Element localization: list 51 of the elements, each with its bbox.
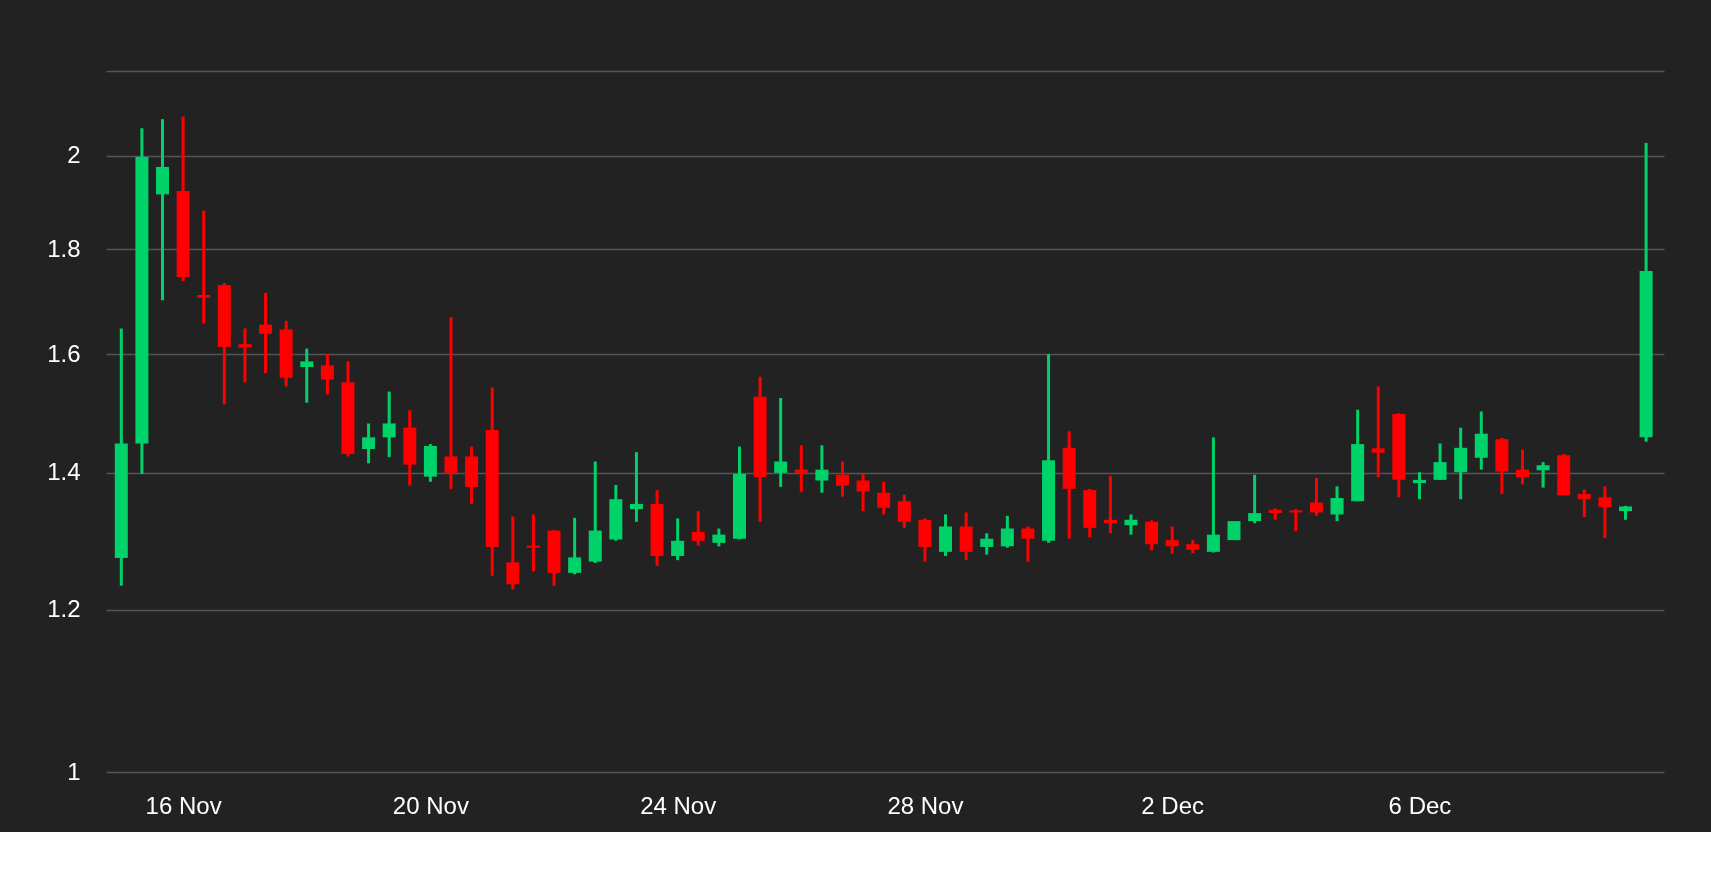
candlestick	[877, 480, 891, 515]
candlestick	[980, 533, 994, 555]
candlestick	[382, 391, 396, 459]
x-tick-label: 24 Nov	[640, 791, 717, 819]
y-tick-label: 1.2	[47, 595, 81, 623]
candlestick	[1021, 526, 1035, 562]
candlestick	[1412, 472, 1426, 500]
candlestick	[1433, 443, 1447, 480]
candlestick	[1598, 486, 1612, 540]
candlestick	[1371, 386, 1385, 478]
candlestick	[1515, 449, 1529, 485]
candlestick	[671, 518, 685, 562]
x-tick-label: 2 Dec	[1141, 791, 1205, 819]
candlestick	[526, 514, 540, 572]
candlestick	[774, 397, 788, 487]
candlestick	[1577, 489, 1591, 519]
candlestick	[691, 511, 705, 546]
candlestick	[1145, 520, 1159, 551]
candlestick	[897, 494, 911, 528]
candlestick	[836, 461, 849, 497]
candlestick	[238, 328, 252, 383]
candlestick	[444, 317, 458, 489]
candlestick	[1289, 509, 1303, 532]
y-tick-label: 2	[67, 141, 81, 169]
x-tick-label: 6 Dec	[1388, 791, 1452, 819]
x-tick-label: 16 Nov	[145, 791, 222, 819]
candlestick	[1330, 486, 1344, 523]
candlestick	[856, 474, 870, 513]
candlestick	[259, 291, 273, 375]
candlestick	[794, 445, 808, 494]
y-tick-label: 1.4	[47, 458, 81, 486]
candlestick	[1206, 437, 1220, 553]
candlestick	[197, 210, 211, 324]
candlestick	[1309, 476, 1323, 516]
candlestick	[1124, 514, 1138, 535]
candlestick	[1165, 526, 1179, 554]
x-tick-label: 20 Nov	[392, 791, 469, 819]
x-tick-label: 28 Nov	[887, 791, 964, 819]
candlestick	[320, 354, 334, 395]
candlestick	[1248, 473, 1262, 525]
candlestick	[362, 423, 376, 464]
y-tick-label: 1	[67, 757, 81, 785]
candlestick	[506, 516, 520, 590]
candlestick	[568, 516, 582, 575]
candlestick	[815, 445, 829, 493]
candlestick	[629, 452, 643, 522]
y-tick-label: 1.8	[47, 234, 81, 262]
candlestick	[300, 348, 314, 403]
candlestick	[1000, 514, 1014, 548]
y-tick-label: 1.6	[47, 339, 81, 367]
candlestick	[1536, 462, 1550, 488]
